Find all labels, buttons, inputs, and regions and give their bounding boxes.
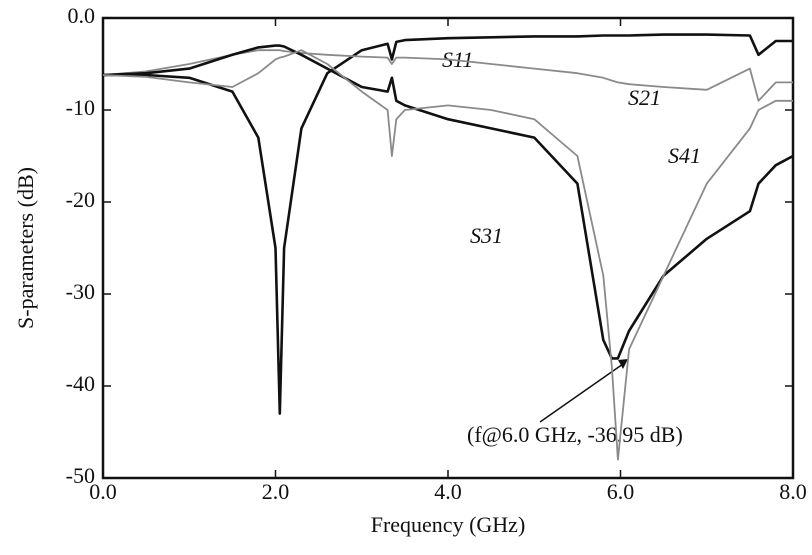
x-tick-label: 8.0 <box>779 479 807 504</box>
series-line <box>103 33 793 415</box>
annotation-arrowhead <box>618 359 628 369</box>
series-label: S21 <box>628 85 661 110</box>
y-tick-label: -20 <box>66 187 95 212</box>
x-tick-label: 6.0 <box>607 479 635 504</box>
series-line <box>102 49 793 102</box>
x-axis-label: Frequency (GHz) <box>371 512 526 537</box>
series-line <box>102 44 794 360</box>
series-label: S31 <box>470 223 503 248</box>
series-line <box>102 49 793 461</box>
y-axis-label: S-parameters (dB) <box>13 167 38 329</box>
y-tick-label: -10 <box>66 95 95 120</box>
plot-frame <box>101 16 795 480</box>
y-tick-label: -30 <box>66 279 95 304</box>
x-tick-label: 2.0 <box>262 479 290 504</box>
x-tick-label: 4.0 <box>434 479 462 504</box>
y-tick-label: -50 <box>66 463 95 488</box>
y-tick-label: 0.0 <box>68 3 96 28</box>
annotation: (f@6.0 GHz, -36.95 dB) <box>467 422 683 447</box>
series-label: S41 <box>668 143 701 168</box>
x-tick-label: 0.0 <box>89 479 117 504</box>
y-tick-label: -40 <box>66 371 95 396</box>
annotation-arrow <box>539 363 624 423</box>
